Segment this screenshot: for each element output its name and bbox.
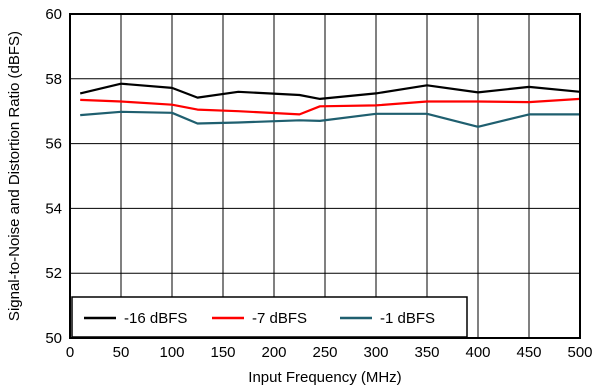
- y-tick-label: 58: [45, 71, 62, 88]
- x-tick-labels: 0 50 100 150 200 250 300 350 400 450 500: [66, 344, 593, 361]
- plot-frame: [69, 13, 581, 339]
- x-tick-label: 200: [261, 344, 286, 361]
- x-tick-label: 150: [210, 344, 235, 361]
- x-tick-label: 0: [66, 344, 74, 361]
- y-tick-label: 60: [45, 6, 62, 23]
- series-lines: [79, 82, 581, 128]
- y-tick-label: 50: [45, 330, 62, 347]
- series-line-3: [80, 110, 580, 128]
- legend-label-2: -7 dBFS: [252, 310, 307, 327]
- x-tick-label: 300: [363, 344, 388, 361]
- x-tick-label: 350: [414, 344, 439, 361]
- x-tick-label: 100: [159, 344, 184, 361]
- x-tick-label: 50: [113, 344, 130, 361]
- legend-label-1: -16 dBFS: [124, 310, 187, 327]
- x-tick-label: 450: [516, 344, 541, 361]
- x-tick-label: 250: [312, 344, 337, 361]
- legend-label-3: -1 dBFS: [380, 310, 435, 327]
- x-axis-label: Input Frequency (MHz): [248, 369, 401, 385]
- y-tick-label: 56: [45, 136, 62, 153]
- y-tick-label: 54: [45, 200, 62, 217]
- y-tick-labels: 50 52 54 56 58 60: [45, 6, 62, 347]
- x-tick-label: 500: [567, 344, 592, 361]
- x-tick-label: 400: [465, 344, 490, 361]
- series-line-1: [79, 82, 581, 101]
- legend-box: [71, 296, 468, 338]
- y-tick-label: 52: [45, 265, 62, 282]
- series-line-2: [80, 97, 581, 116]
- y-axis-label: Signal-to-Noise and Distortion Ratio (dB…: [6, 31, 23, 321]
- legend: -16 dBFS -7 dBFS -1 dBFS: [71, 296, 468, 338]
- grid: [69, 13, 581, 339]
